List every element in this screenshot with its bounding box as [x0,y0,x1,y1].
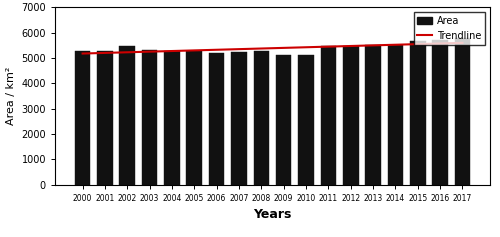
Bar [164,51,180,185]
Bar [298,55,314,185]
Legend: Area, Trendline: Area, Trendline [414,12,485,45]
X-axis label: Years: Years [254,209,292,221]
Bar [365,46,381,185]
Bar [432,40,448,185]
Bar [120,46,135,185]
Bar [186,51,202,185]
Bar [410,41,426,185]
Bar [75,50,90,185]
Bar [388,45,403,185]
Bar [97,51,113,185]
Bar [254,51,269,185]
Bar [142,50,158,185]
Bar [320,46,336,185]
Bar [231,52,247,185]
Y-axis label: Area / km²: Area / km² [6,67,16,125]
Bar [276,55,291,185]
Bar [454,38,470,185]
Bar [343,46,358,185]
Bar [209,53,224,185]
